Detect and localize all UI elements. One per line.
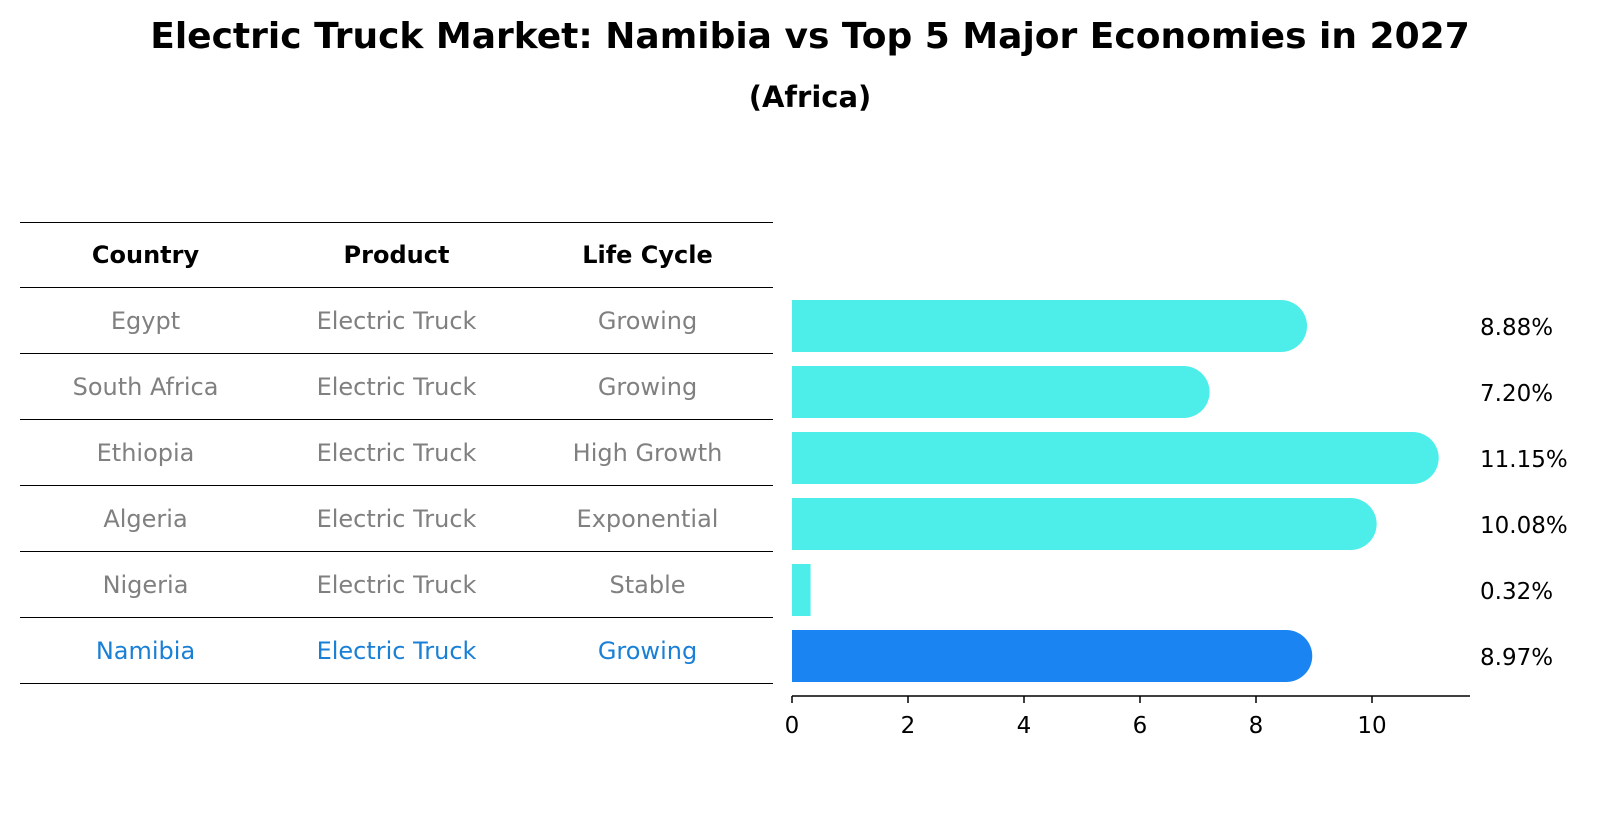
value-label: 7.20% <box>1480 381 1553 407</box>
x-tick-label: 8 <box>1249 713 1264 739</box>
bar <box>792 432 1439 484</box>
bar <box>792 564 811 616</box>
product-cell: Electric Truck <box>316 636 477 665</box>
x-tick-label: 6 <box>1133 713 1148 739</box>
header-product: Product <box>343 241 450 269</box>
life-cycle-cell: Growing <box>597 372 698 401</box>
market-table: Country Product Life Cycle Egypt Electri… <box>20 222 773 684</box>
country-cell: Ethiopia <box>96 438 195 467</box>
table-row: Algeria Electric Truck Exponential <box>20 486 773 552</box>
value-label: 8.88% <box>1480 315 1553 341</box>
x-tick-label: 10 <box>1357 713 1386 739</box>
value-label: 8.97% <box>1480 645 1553 671</box>
x-tick-label: 2 <box>901 713 916 739</box>
country-cell: Nigeria <box>102 570 189 599</box>
chart-subtitle: (Africa) <box>748 80 872 114</box>
product-cell: Electric Truck <box>316 438 477 467</box>
value-label: 10.08% <box>1480 513 1568 539</box>
country-cell: South Africa <box>72 372 219 401</box>
bar <box>792 366 1210 418</box>
life-cycle-cell: Exponential <box>576 504 719 533</box>
table-row: South Africa Electric Truck Growing <box>20 354 773 420</box>
product-cell: Electric Truck <box>316 570 477 599</box>
bar <box>792 498 1377 550</box>
table-row: Nigeria Electric Truck Stable <box>20 552 773 618</box>
product-cell: Electric Truck <box>316 306 477 335</box>
country-cell: Namibia <box>95 636 196 665</box>
life-cycle-cell: High Growth <box>572 438 723 467</box>
table-row: Ethiopia Electric Truck High Growth <box>20 420 773 486</box>
chart-title: Electric Truck Market: Namibia vs Top 5 … <box>150 16 1470 57</box>
header-country: Country <box>91 241 200 269</box>
table-header-row: Country Product Life Cycle <box>20 222 773 288</box>
life-cycle-cell: Growing <box>597 636 698 665</box>
value-label: 11.15% <box>1480 447 1568 473</box>
table-row: Egypt Electric Truck Growing <box>20 288 773 354</box>
table-row-highlight: Namibia Electric Truck Growing <box>20 618 773 684</box>
life-cycle-cell: Stable <box>609 570 686 599</box>
bar <box>792 300 1308 352</box>
product-cell: Electric Truck <box>316 504 477 533</box>
life-cycle-cell: Growing <box>597 306 698 335</box>
x-tick-label: 4 <box>1017 713 1032 739</box>
value-label: 0.32% <box>1480 579 1553 605</box>
header-life-cycle: Life Cycle <box>582 241 713 269</box>
x-tick-label: 0 <box>785 713 800 739</box>
country-cell: Algeria <box>103 504 188 533</box>
country-cell: Egypt <box>110 306 181 335</box>
product-cell: Electric Truck <box>316 372 477 401</box>
highlight-bar <box>792 630 1313 682</box>
